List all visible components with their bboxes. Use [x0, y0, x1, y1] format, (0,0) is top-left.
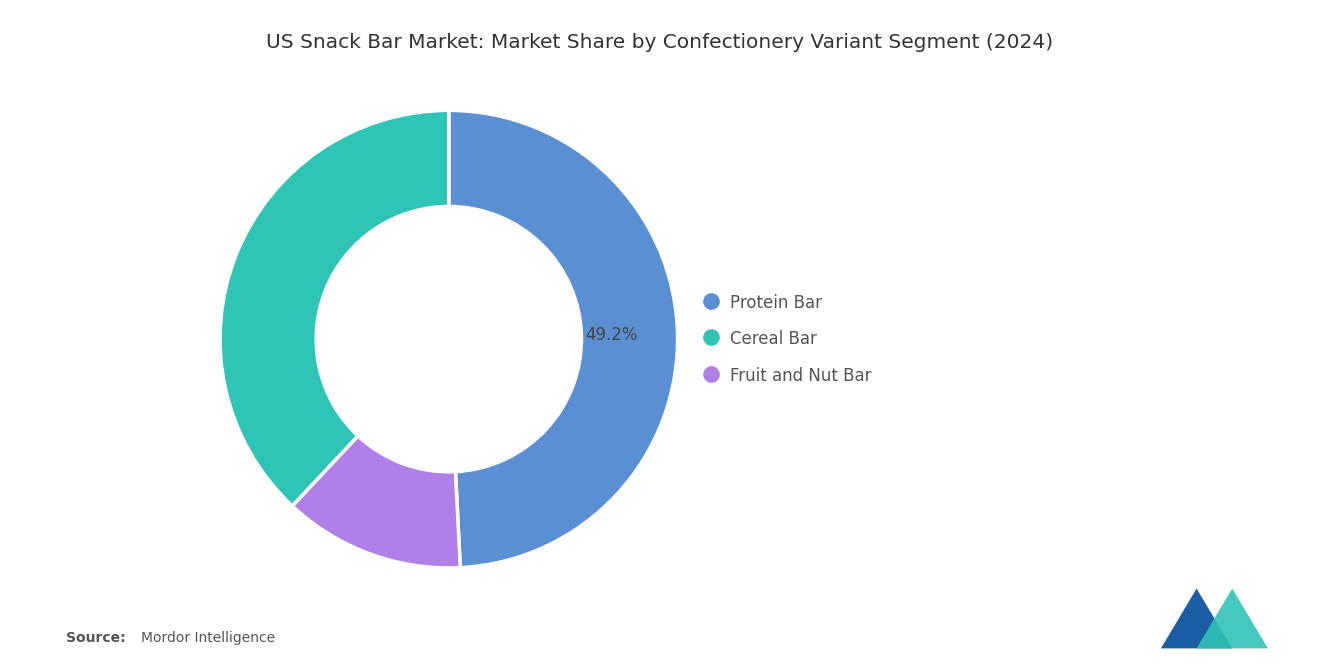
Polygon shape [1162, 589, 1233, 648]
Legend: Protein Bar, Cereal Bar, Fruit and Nut Bar: Protein Bar, Cereal Bar, Fruit and Nut B… [704, 293, 871, 385]
Polygon shape [1196, 589, 1267, 648]
Wedge shape [292, 436, 461, 568]
Wedge shape [220, 110, 449, 506]
Text: Source:: Source: [66, 631, 125, 645]
Text: 49.2%: 49.2% [585, 326, 638, 344]
Text: US Snack Bar Market: Market Share by Confectionery Variant Segment (2024): US Snack Bar Market: Market Share by Con… [267, 33, 1053, 53]
Wedge shape [449, 110, 677, 568]
Text: Mordor Intelligence: Mordor Intelligence [141, 631, 276, 645]
